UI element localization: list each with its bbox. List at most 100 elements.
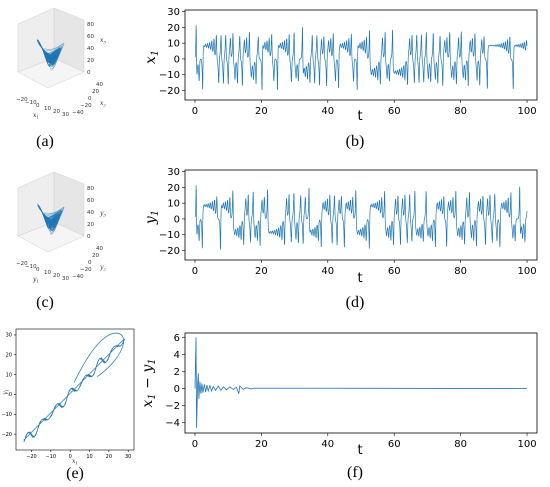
x-tick: −20 (16, 261, 28, 267)
y-tick: 40 (96, 246, 103, 252)
z-tick: 80 (87, 186, 94, 192)
z-tick: 40 (87, 210, 94, 216)
y-tick: 20 (92, 253, 99, 259)
x-tick-label: 20 (255, 106, 268, 117)
x-tick-label: 20 (255, 266, 268, 277)
panel-c-zticks: 0 20 40 60 80 y3 (87, 186, 106, 240)
attractor-curve (37, 203, 65, 235)
error-line (194, 337, 528, 428)
x-tick-label: 60 (388, 106, 401, 117)
attractor-a (36, 39, 65, 71)
series-line-x1 (194, 25, 528, 91)
x-tick-label: 40 (321, 266, 334, 277)
panel-c-yticks: −40 −20 0 20 40 y2 (72, 246, 106, 280)
x-tick: 10 (44, 106, 51, 112)
x-tick-label: −10 (46, 454, 57, 460)
y-tick: −40 (72, 274, 84, 280)
y-tick: 40 (96, 82, 103, 88)
y-tick: 0 (88, 96, 92, 102)
plot-frame (184, 332, 538, 434)
y-tick-label: 6 (174, 333, 180, 344)
panel-label-c: (c) (36, 294, 54, 311)
x-axis-label: x1 (72, 458, 78, 466)
y-tick-label: 10 (167, 199, 180, 210)
x-tick: 30 (62, 112, 69, 118)
y-tick: −40 (72, 110, 84, 116)
y-tick-label: −20 (159, 86, 180, 97)
x-axis-label: t (357, 109, 362, 124)
y-tick-label: −20 (1, 432, 12, 438)
z-tick: 40 (87, 46, 94, 52)
z-tick: 0 (87, 70, 91, 76)
panel-a-xticks: −20 −10 0 10 20 30 x1 (16, 97, 69, 120)
panel-label-a: (a) (36, 133, 54, 150)
z-axis-label: x3 (100, 37, 106, 45)
panel-a: −20 −10 0 10 20 30 x1 −40 −20 0 20 40 x2… (16, 7, 106, 150)
x-tick-label: 20 (255, 439, 268, 450)
y-tick-label: −4 (165, 418, 180, 429)
z-axis-label: y3 (99, 210, 106, 218)
y-tick-label: −2 (165, 401, 180, 412)
x-tick-label: 60 (388, 266, 401, 277)
panel-label-e: (e) (66, 465, 84, 482)
x-tick-label: 0 (192, 439, 198, 450)
sync-trajectory (23, 332, 125, 443)
panel-e: −20 −10 0 10 20 30 30 20 10 0 −10 −20 y1 x1 (e) (1, 328, 135, 482)
y-tick: 0 (88, 260, 92, 266)
y-tick-label: 0 (174, 384, 180, 395)
x-tick: −20 (16, 97, 28, 103)
x-tick-label: 0 (69, 454, 72, 460)
panel-a-yticks: −40 −20 0 20 40 x2 (72, 82, 106, 116)
x-tick-label: 80 (454, 106, 467, 117)
x-tick-label: 80 (454, 439, 467, 450)
panel-a-zticks: 0 20 40 60 80 x3 (87, 22, 106, 76)
x-tick-label: 100 (517, 266, 536, 277)
x-tick-label: 0 (192, 106, 198, 117)
panel-c-box (17, 171, 85, 253)
x-tick: −10 (25, 264, 37, 270)
attractor-curve (36, 39, 65, 71)
y-axis-label: y1 (143, 210, 161, 225)
panel-label-d: (d) (346, 294, 365, 311)
y-axis-label: y1 (2, 389, 10, 396)
x-tick-label: 40 (321, 106, 334, 117)
y-tick-label: 10 (6, 372, 12, 378)
y-axis-label: x1 (143, 50, 161, 64)
x-tick-label: 60 (388, 439, 401, 450)
x-tick: 20 (53, 109, 60, 115)
plot-frame (184, 169, 538, 261)
y-tick: 20 (92, 89, 99, 95)
z-tick: 20 (87, 222, 94, 228)
x-tick-label: 30 (125, 454, 131, 460)
panel-c-xticks: −20 −10 0 10 20 30 y1 (16, 261, 69, 284)
x-tick-label: 100 (517, 106, 536, 117)
y-tick-label: 2 (174, 367, 180, 378)
panel-c: −20 −10 0 10 20 30 y1 −40 −20 0 20 40 y2… (16, 171, 106, 311)
x-tick: 0 (36, 267, 40, 273)
y-tick-label: 0 (174, 214, 180, 225)
x-axis-label: t (357, 271, 362, 286)
panel-label-f: (f) (347, 464, 363, 481)
y-tick-label: −20 (159, 246, 180, 257)
y-axis-label: y2 (99, 264, 106, 272)
attractor-c (37, 203, 65, 235)
x-tick-label: 20 (106, 454, 112, 460)
y-axis-label: x2 (100, 100, 106, 108)
x-tick-label: 80 (454, 266, 467, 277)
x-axis-label: y1 (32, 276, 39, 284)
ticks-e: −20 −10 0 10 20 30 30 20 10 0 −10 −20 (1, 333, 131, 460)
z-tick: 0 (87, 234, 91, 240)
z-tick: 60 (87, 198, 94, 204)
y-tick: −20 (80, 267, 92, 273)
y-tick-label: 20 (167, 183, 180, 194)
y-tick-label: 30 (167, 167, 180, 178)
x-tick-label: −20 (26, 454, 37, 460)
x-tick: −10 (25, 100, 37, 106)
y-tick-label: 20 (167, 23, 180, 34)
